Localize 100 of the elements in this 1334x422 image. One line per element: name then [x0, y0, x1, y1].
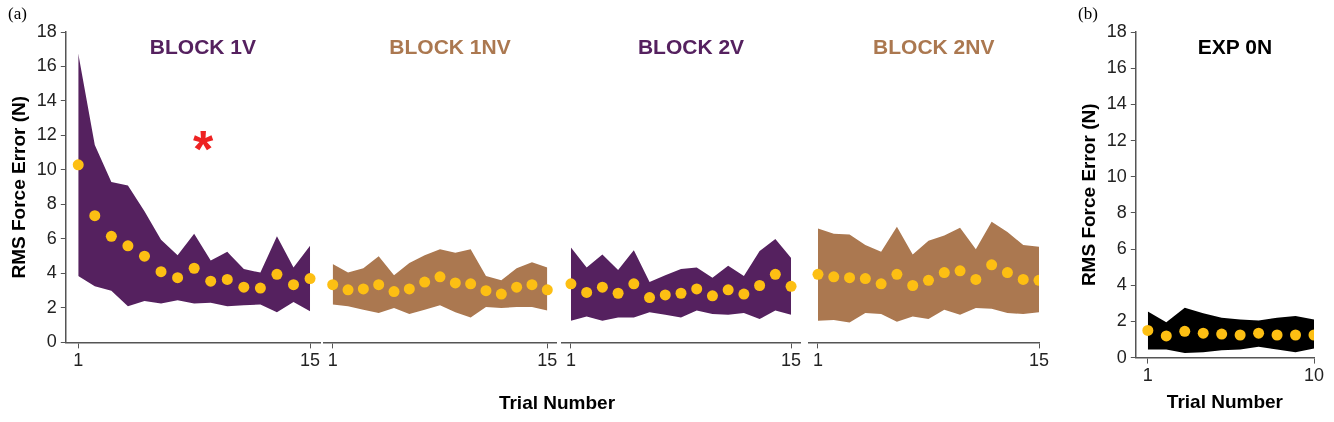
- point: [844, 272, 856, 284]
- x-tick-label: 15: [1028, 350, 1050, 371]
- y-tick-label: 14: [36, 89, 57, 110]
- point: [419, 276, 431, 288]
- point: [495, 288, 507, 300]
- y-axis-title: RMS Force Error (N): [7, 95, 29, 279]
- y-tick-label: 16: [1106, 57, 1127, 78]
- point: [357, 283, 369, 295]
- point: [304, 273, 316, 285]
- y-tick-label: 18: [36, 20, 57, 41]
- point: [581, 286, 593, 298]
- point: [434, 271, 446, 283]
- y-tick-label: 10: [36, 158, 57, 179]
- text: BLOCK 1V: [149, 34, 256, 58]
- y-tick-label: 4: [1116, 274, 1127, 295]
- point: [722, 284, 734, 296]
- point: [859, 273, 871, 285]
- point: [541, 284, 553, 296]
- point: [138, 250, 150, 262]
- x-tick-label: 15: [781, 350, 802, 371]
- y-tick-label: 6: [46, 227, 57, 248]
- point: [526, 279, 538, 291]
- text: EXP 0N: [1197, 34, 1273, 58]
- point: [465, 278, 477, 290]
- point: [72, 159, 84, 171]
- point: [271, 268, 283, 280]
- point: [89, 210, 101, 222]
- point: [342, 284, 354, 296]
- point: [172, 272, 184, 284]
- point: [105, 230, 117, 242]
- y-tick-label: 10: [1106, 165, 1127, 186]
- point: [403, 283, 415, 295]
- y-tick-label: 8: [46, 193, 57, 214]
- x-tick-label: 15: [300, 350, 321, 371]
- point: [388, 286, 400, 298]
- point: [122, 240, 134, 252]
- point: [238, 281, 250, 293]
- point: [205, 275, 217, 287]
- point: [907, 279, 919, 291]
- point: [1001, 267, 1013, 279]
- point: [828, 271, 840, 283]
- point: [938, 267, 950, 279]
- point: [1017, 273, 1029, 285]
- y-tick-label: 12: [1106, 129, 1127, 150]
- point: [986, 259, 998, 271]
- point: [373, 279, 385, 291]
- point: [738, 288, 750, 300]
- y-tick-label: 18: [1106, 20, 1127, 41]
- x-tick-label: 1: [1142, 365, 1153, 386]
- point: [754, 279, 766, 291]
- point: [612, 287, 624, 299]
- y-tick-label: 12: [36, 124, 57, 145]
- point: [659, 289, 671, 301]
- point: [891, 268, 903, 280]
- point: [188, 262, 200, 274]
- point: [155, 266, 167, 278]
- point: [254, 282, 266, 294]
- y-tick-label: 2: [1116, 310, 1127, 331]
- point: [691, 283, 703, 295]
- point: [675, 287, 687, 299]
- y-axis-title: RMS Force Error (N): [1077, 103, 1099, 287]
- y-tick-label: 8: [1116, 201, 1127, 222]
- text: BLOCK 2NV: [873, 34, 995, 58]
- point: [511, 281, 523, 293]
- point: [970, 273, 982, 285]
- point: [644, 292, 656, 304]
- x-tick-label: 15: [537, 350, 558, 371]
- point: [875, 278, 887, 290]
- point: [785, 280, 797, 292]
- x-tick-label: 1: [73, 350, 84, 371]
- y-tick-label: 14: [1106, 93, 1127, 114]
- point: [596, 281, 608, 293]
- point: [954, 265, 966, 277]
- point: [327, 279, 339, 291]
- point: [706, 290, 718, 302]
- y-tick-label: 0: [1116, 346, 1127, 367]
- x-tick-label: 1: [565, 350, 576, 371]
- y-tick-label: 0: [46, 331, 57, 352]
- point: [480, 285, 492, 297]
- text: (b): [1078, 3, 1098, 23]
- y-tick-label: 6: [1116, 238, 1127, 259]
- point: [922, 274, 934, 286]
- annotation: *: [192, 120, 214, 179]
- x-axis-title: Trial Number: [497, 392, 617, 414]
- x-tick-label: 1: [327, 350, 338, 371]
- text: BLOCK 2V: [637, 34, 745, 58]
- x-tick-label: 1: [812, 350, 823, 371]
- point: [628, 278, 640, 290]
- point: [769, 268, 781, 280]
- point: [565, 278, 577, 290]
- text: (a): [8, 3, 27, 23]
- y-tick-label: 4: [46, 262, 57, 283]
- point: [449, 277, 461, 289]
- point: [221, 273, 233, 285]
- point: [812, 268, 824, 280]
- text: BLOCK 1NV: [389, 34, 511, 58]
- y-tick-label: 16: [36, 55, 57, 76]
- y-tick-label: 2: [46, 296, 57, 317]
- x-axis-title: Trial Number: [1166, 390, 1284, 412]
- point: [288, 279, 300, 291]
